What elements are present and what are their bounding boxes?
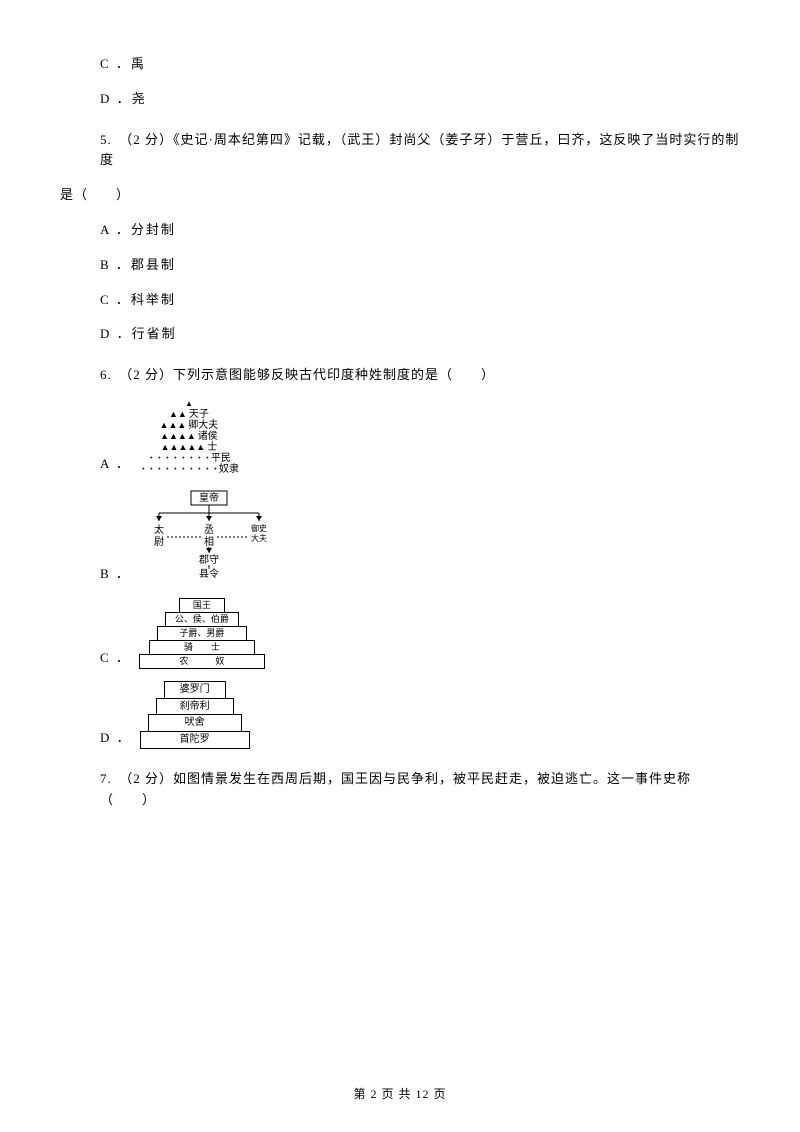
svg-text:丞: 丞 (204, 524, 214, 536)
q6-option-a: A ． ▲ ▲▲天子 ▲▲▲卿大夫 ▲▲▲▲诸侯 ▲▲▲▲▲士 ・・・・・・・・… (100, 400, 740, 475)
q4-option-c: C ．禹 (100, 54, 740, 75)
svg-text:郡守: 郡守 (199, 553, 219, 566)
diagram-d-pyramid: 婆罗门 刹帝利 吠舍 首陀罗 (140, 683, 250, 749)
svg-text:尉: 尉 (154, 535, 164, 548)
q5-option-a: A ．分封制 (100, 220, 740, 241)
q5-option-b: B ．郡县制 (100, 255, 740, 276)
diagram-b-orgchart: 皇帝 太 尉 丞 相 御史 大夫 郡守 (139, 489, 269, 585)
q6-a-letter: A ． (100, 454, 131, 475)
q7-stem: 7. （2 分）如图情景发生在西周后期，国王因与民争利，被平民赶走，被迫逃亡。这… (100, 769, 740, 811)
page-footer: 第 2 页 共 12 页 (0, 1085, 800, 1102)
q5-stem-line2: 是（ ） (60, 185, 740, 206)
svg-text:大夫: 大夫 (251, 533, 267, 543)
diagram-c-pyramid: 国王 公、侯、伯爵 子爵、男爵 骑 士 农 奴 (139, 599, 265, 669)
q6-option-b: B ． 皇帝 太 尉 丞 相 御史 大夫 (100, 489, 740, 585)
page-content: C ．禹 D ．尧 5. （2 分）《史记·周本纪第四》记载，（武王）封尚父（姜… (0, 0, 800, 864)
q5-option-d: D ．行省制 (100, 324, 740, 345)
q6-stem: 6. （2 分）下列示意图能够反映古代印度种姓制度的是（ ） (100, 365, 740, 386)
q6-option-d: D ． 婆罗门 刹帝利 吠舍 首陀罗 (100, 683, 740, 749)
q6-d-letter: D ． (100, 728, 132, 749)
svg-text:御史: 御史 (251, 523, 267, 533)
q5-option-c: C ．科举制 (100, 290, 740, 311)
q6-b-letter: B ． (100, 564, 131, 585)
q6-c-letter: C ． (100, 648, 131, 669)
svg-text:相: 相 (204, 535, 214, 548)
q4-option-d: D ．尧 (100, 89, 740, 110)
q6-option-c: C ． 国王 公、侯、伯爵 子爵、男爵 骑 士 农 奴 (100, 599, 740, 669)
svg-text: 皇帝 (199, 491, 219, 504)
svg-text:太: 太 (154, 523, 164, 536)
diagram-a-pyramid: ▲ ▲▲天子 ▲▲▲卿大夫 ▲▲▲▲诸侯 ▲▲▲▲▲士 ・・・・・・・・平民 ・… (129, 400, 249, 475)
svg-text:县令: 县令 (199, 567, 219, 579)
q5-stem-line1: 5. （2 分）《史记·周本纪第四》记载，（武王）封尚父（姜子牙）于营丘，曰齐，… (100, 130, 740, 172)
